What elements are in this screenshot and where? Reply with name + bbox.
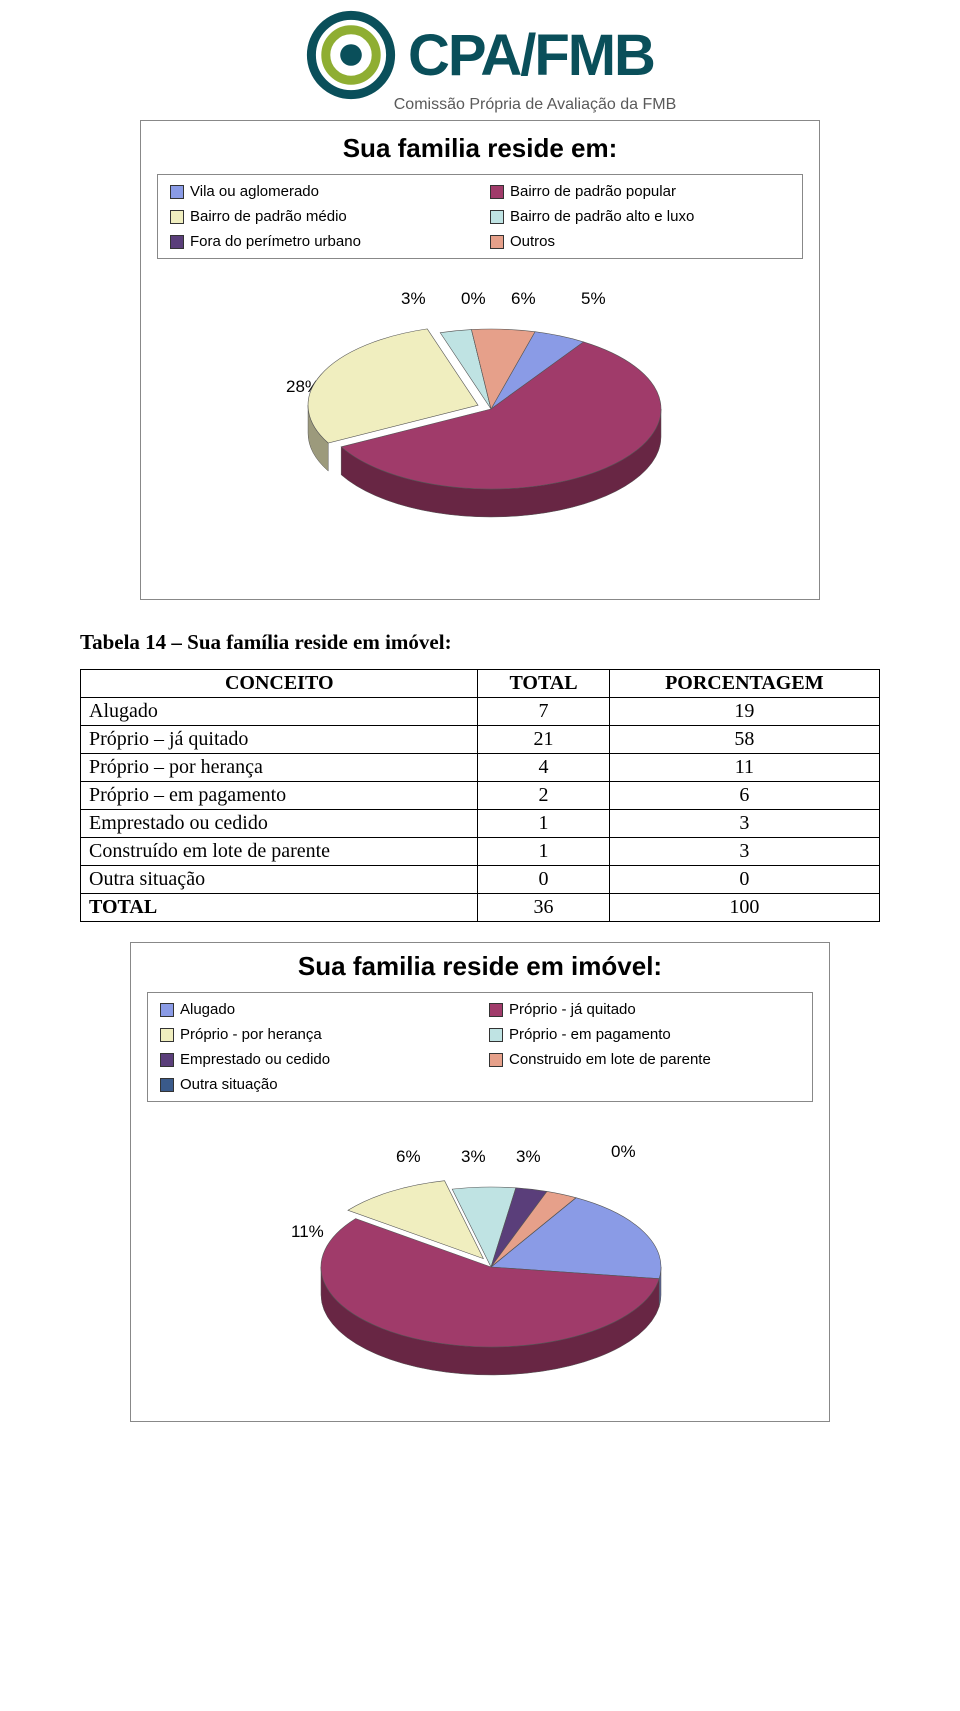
table14: CONCEITO TOTAL PORCENTAGEM Alugado719Pró…	[80, 669, 880, 922]
table-cell: 1	[478, 810, 609, 838]
legend-label: Fora do perímetro urbano	[190, 233, 361, 250]
table-cell: 11	[609, 754, 879, 782]
table-cell: 3	[609, 838, 879, 866]
legend-label: Outra situação	[180, 1076, 278, 1093]
chart1-pie-svg	[291, 299, 691, 539]
legend-swatch	[489, 1053, 503, 1067]
legend-item: Emprestado ou cedido	[160, 1051, 471, 1068]
legend-swatch	[490, 210, 504, 224]
legend-label: Vila ou aglomerado	[190, 183, 319, 200]
chart2-frame: Sua familia reside em imóvel: Alugado Pró…	[130, 942, 830, 1422]
table-cell: 3	[609, 810, 879, 838]
legend-swatch	[490, 235, 504, 249]
table-cell: 1	[478, 838, 609, 866]
legend-label: Outros	[510, 233, 555, 250]
table-row: Outra situação00	[81, 866, 880, 894]
table-row: Próprio – em pagamento26	[81, 782, 880, 810]
legend-item: Próprio - por herança	[160, 1026, 471, 1043]
chart1-frame: Sua familia reside em: Vila ou aglomerad…	[140, 120, 820, 600]
table-cell: TOTAL	[81, 894, 478, 922]
chart2-pie-svg	[291, 1157, 691, 1397]
legend-item: Construido em lote de parente	[489, 1051, 800, 1068]
legend-item: Outra situação	[160, 1076, 471, 1093]
legend-label: Próprio - já quitado	[509, 1001, 636, 1018]
table-cell: 100	[609, 894, 879, 922]
table-cell: Alugado	[81, 698, 478, 726]
table14-caption: Tabela 14 – Sua família reside em imóvel…	[80, 630, 960, 655]
legend-swatch	[170, 210, 184, 224]
table-cell: 6	[609, 782, 879, 810]
logo-header: CPA/FMB Comissão Própria de Avaliação da…	[210, 10, 750, 114]
table-cell: Próprio – por herança	[81, 754, 478, 782]
legend-swatch	[160, 1078, 174, 1092]
legend-label: Emprestado ou cedido	[180, 1051, 330, 1068]
table-row: Próprio – já quitado2158	[81, 726, 880, 754]
logo-concentric-icon	[306, 10, 396, 100]
table-cell: 36	[478, 894, 609, 922]
table-cell: Próprio – em pagamento	[81, 782, 478, 810]
table14-col-total: TOTAL	[478, 670, 609, 698]
chart1-legend: Vila ou aglomerado Bairro de padrão popul…	[157, 174, 803, 259]
table-cell: Construído em lote de parente	[81, 838, 478, 866]
legend-item: Próprio - já quitado	[489, 1001, 800, 1018]
table14-col-porcentagem: PORCENTAGEM	[609, 670, 879, 698]
table-cell: 0	[609, 866, 879, 894]
legend-item: Próprio - em pagamento	[489, 1026, 800, 1043]
legend-swatch	[160, 1028, 174, 1042]
table-cell: 4	[478, 754, 609, 782]
table-row: Emprestado ou cedido13	[81, 810, 880, 838]
table-cell: 7	[478, 698, 609, 726]
table-cell: 19	[609, 698, 879, 726]
chart2-pie-area: 6% 3% 3% 0% 11% 19% 58%	[141, 1102, 819, 1382]
table-row: Construído em lote de parente13	[81, 838, 880, 866]
table-cell: 21	[478, 726, 609, 754]
table-cell: 2	[478, 782, 609, 810]
legend-swatch	[489, 1003, 503, 1017]
table14-col-conceito: CONCEITO	[81, 670, 478, 698]
table-cell: 58	[609, 726, 879, 754]
legend-label: Próprio - por herança	[180, 1026, 322, 1043]
table-cell: Próprio – já quitado	[81, 726, 478, 754]
legend-item: Vila ou aglomerado	[170, 183, 470, 200]
legend-label: Bairro de padrão médio	[190, 208, 347, 225]
table-total-row: TOTAL36100	[81, 894, 880, 922]
table-row: Alugado719	[81, 698, 880, 726]
legend-swatch	[170, 235, 184, 249]
legend-label: Bairro de padrão popular	[510, 183, 676, 200]
table-cell: 0	[478, 866, 609, 894]
legend-item: Alugado	[160, 1001, 471, 1018]
legend-swatch	[170, 185, 184, 199]
legend-label: Próprio - em pagamento	[509, 1026, 671, 1043]
legend-swatch	[160, 1053, 174, 1067]
chart2-legend: Alugado Próprio - já quitado Próprio - por…	[147, 992, 813, 1102]
legend-swatch	[490, 185, 504, 199]
legend-item: Bairro de padrão médio	[170, 208, 470, 225]
chart2-title: Sua familia reside em imóvel:	[141, 951, 819, 982]
legend-item: Bairro de padrão popular	[490, 183, 790, 200]
table-cell: Outra situação	[81, 866, 478, 894]
legend-item: Bairro de padrão alto e luxo	[490, 208, 790, 225]
legend-label: Alugado	[180, 1001, 235, 1018]
legend-swatch	[489, 1028, 503, 1042]
legend-item: Fora do perímetro urbano	[170, 233, 470, 250]
chart1-title: Sua familia reside em:	[151, 133, 809, 164]
chart1-pie-area: 3% 0% 6% 5% 28% 58%	[151, 259, 809, 539]
legend-item: Outros	[490, 233, 790, 250]
legend-swatch	[160, 1003, 174, 1017]
legend-label: Construido em lote de parente	[509, 1051, 711, 1068]
table-cell: Emprestado ou cedido	[81, 810, 478, 838]
legend-label: Bairro de padrão alto e luxo	[510, 208, 694, 225]
table-row: Próprio – por herança411	[81, 754, 880, 782]
logo-text: CPA/FMB	[408, 22, 654, 89]
